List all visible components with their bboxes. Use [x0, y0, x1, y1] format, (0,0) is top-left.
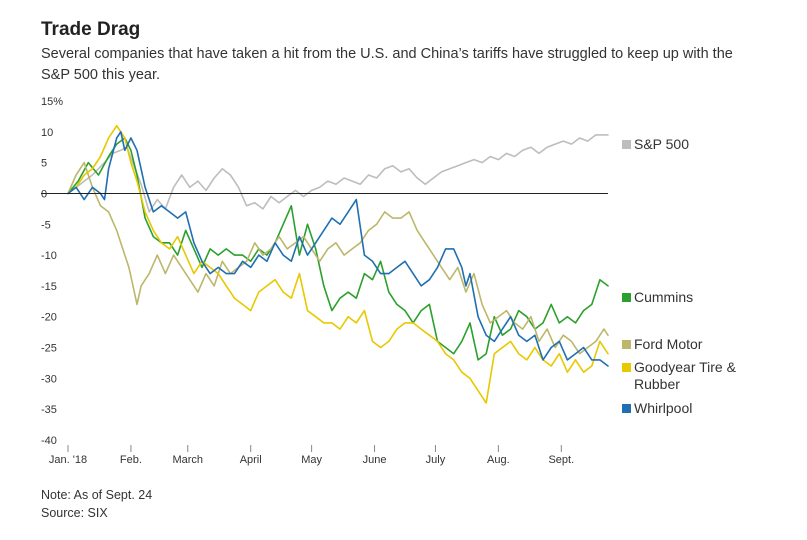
- series-line-whirlpool: [67, 131, 609, 367]
- y-tick-label: -15: [41, 281, 57, 293]
- legend-swatch-whirlpool: [622, 404, 631, 413]
- line-chart: 15% 10 5 0 -5 -10 -15 -20 -25 -30 -35 -40 Jan. '18 F…: [41, 96, 737, 466]
- legend-label-goodyear-tire-rubber: Goodyear Tire &: [634, 359, 737, 375]
- y-axis-ticks: 15% 10 5 0 -5 -10 -15 -20 -25 -30 -35 -40: [41, 96, 63, 447]
- x-tick-label: May: [301, 454, 322, 466]
- y-tick-label: -25: [41, 343, 57, 355]
- y-tick-label: -5: [41, 219, 51, 231]
- legend-label-cummins: Cummins: [634, 289, 693, 305]
- y-tick-label: 15%: [41, 96, 63, 108]
- x-tick-label: Jan. '18: [49, 454, 87, 466]
- series-lines: [67, 124, 609, 404]
- x-tick-label: Sept.: [548, 454, 574, 466]
- legend-swatch-goodyear-tire-rubber: [622, 363, 631, 372]
- x-tick-label: April: [240, 454, 262, 466]
- x-tick-label: Feb.: [120, 454, 142, 466]
- x-tick-label: Aug.: [487, 454, 510, 466]
- legend-label-ford-motor: Ford Motor: [634, 336, 703, 352]
- legend-label-s-p-500: S&P 500: [634, 136, 689, 152]
- y-tick-label: -10: [41, 250, 57, 262]
- legend-label-goodyear-tire-rubber: Rubber: [634, 376, 680, 392]
- y-tick-label: -40: [41, 435, 57, 447]
- x-axis-ticks: Jan. '18 Feb. March April May June July Aug. Sep…: [49, 445, 574, 466]
- legend-swatch-s-p-500: [622, 140, 631, 149]
- series-line-ford-motor: [67, 161, 609, 355]
- x-tick-label: July: [426, 454, 446, 466]
- y-tick-label: -35: [41, 404, 57, 416]
- y-tick-label: 5: [41, 158, 47, 170]
- legend-label-whirlpool: Whirlpool: [634, 400, 692, 416]
- chart-subtitle: Several companies that have taken a hit …: [41, 46, 733, 83]
- chart-footer: Note: As of Sept. 24 Source: SIX: [41, 486, 152, 522]
- series-line-goodyear-tire-rubber: [67, 124, 609, 404]
- y-tick-label: -20: [41, 312, 57, 324]
- legend-swatch-ford-motor: [622, 340, 631, 349]
- y-tick-label: -30: [41, 373, 57, 385]
- x-tick-label: June: [363, 454, 387, 466]
- chart-note: Note: As of Sept. 24: [41, 488, 153, 502]
- y-tick-label: 0: [41, 188, 47, 200]
- y-tick-label: 10: [41, 127, 53, 139]
- legend-swatch-cummins: [622, 293, 631, 302]
- series-legend: S&P 500 Cummins Ford Motor Goodyear Tire &R…: [622, 136, 737, 416]
- chart-source: Source: SIX: [41, 506, 108, 520]
- x-tick-label: March: [172, 454, 203, 466]
- chart-title: Trade Drag: [41, 19, 141, 40]
